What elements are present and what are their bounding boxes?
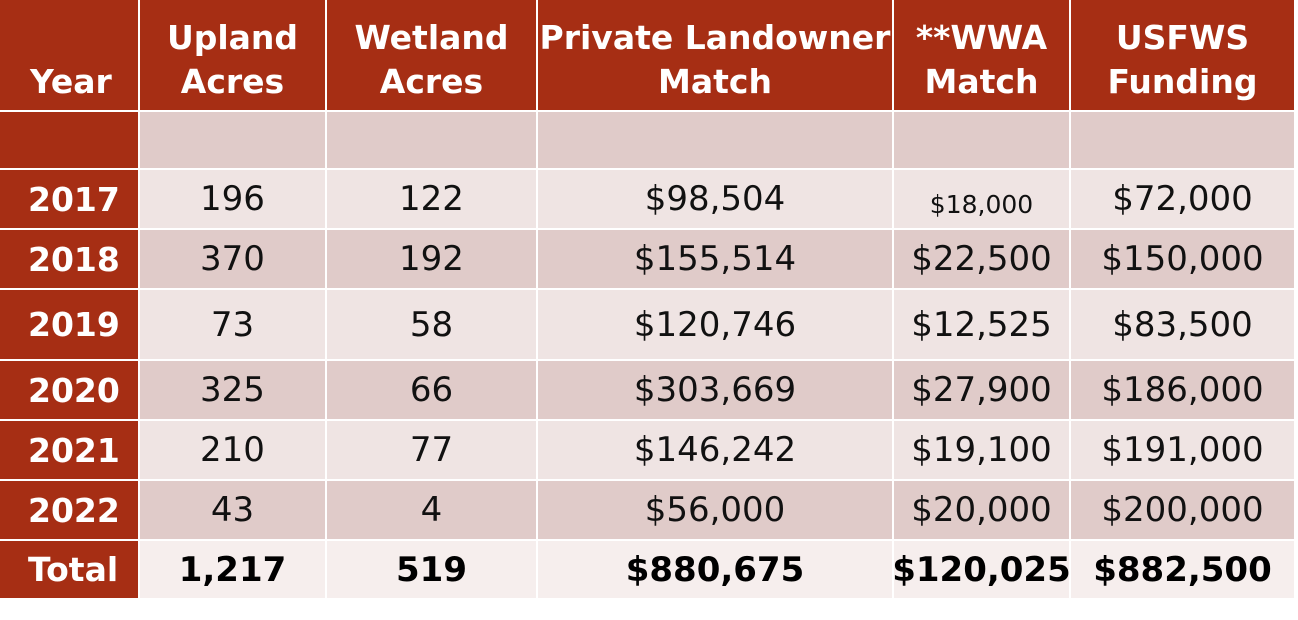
usfws-funding-cell: $186,000 — [1071, 361, 1296, 421]
total-private-match-cell: $880,675 — [538, 541, 894, 600]
wwa-match-cell: $27,900 — [894, 361, 1071, 421]
usfws-funding-cell: $83,500 — [1071, 290, 1296, 361]
table-row: 2019 73 58 $120,746 $12,525 $83,500 — [0, 290, 1296, 361]
private-match-cell: $120,746 — [538, 290, 894, 361]
year-cell: 2021 — [0, 421, 140, 481]
total-label: Total — [0, 541, 140, 600]
private-match-cell: $303,669 — [538, 361, 894, 421]
table-cell — [894, 112, 1071, 170]
wetland-cell: 4 — [327, 481, 538, 541]
wetland-cell: 66 — [327, 361, 538, 421]
private-match-cell: $146,242 — [538, 421, 894, 481]
usfws-funding-cell: $200,000 — [1071, 481, 1296, 541]
wwa-match-cell: $20,000 — [894, 481, 1071, 541]
total-wwa-match-cell: $120,025 — [892, 541, 1071, 600]
upland-cell: 196 — [140, 170, 327, 230]
wwa-match-cell: $18,000 — [894, 170, 1071, 230]
upland-cell: 73 — [140, 290, 327, 361]
header-usfws-funding: USFWS Funding — [1071, 0, 1296, 112]
wwa-match-cell: $22,500 — [894, 230, 1071, 290]
year-cell: 2022 — [0, 481, 140, 541]
total-upland-cell: 1,217 — [140, 541, 327, 600]
upland-cell: 43 — [140, 481, 327, 541]
table-cell — [1071, 112, 1296, 170]
table-total-row: Total 1,217 519 $880,675 $120,025 $882,5… — [0, 541, 1296, 600]
year-cell: 2017 — [0, 170, 140, 230]
table-row: 2022 43 4 $56,000 $20,000 $200,000 — [0, 481, 1296, 541]
header-upland-acres: Upland Acres — [140, 0, 327, 112]
wetland-cell: 122 — [327, 170, 538, 230]
private-match-cell: $155,514 — [538, 230, 894, 290]
table-row: 2017 196 122 $98,504 $18,000 $72,000 — [0, 170, 1296, 230]
table-header-row: Year Upland Acres Wetland Acres Private La… — [0, 0, 1296, 112]
header-wwa-match: **WWA Match — [894, 0, 1071, 112]
year-cell: 2019 — [0, 290, 140, 361]
year-cell: 2020 — [0, 361, 140, 421]
header-year: Year — [0, 0, 140, 112]
table-row: 2021 210 77 $146,242 $19,100 $191,000 — [0, 421, 1296, 481]
wetland-cell: 77 — [327, 421, 538, 481]
table-cell — [140, 112, 327, 170]
header-wetland-acres: Wetland Acres — [327, 0, 538, 112]
header-private-landowner-match: Private Landowner Match — [538, 0, 894, 112]
total-wetland-cell: 519 — [327, 541, 538, 600]
private-match-cell: $98,504 — [538, 170, 894, 230]
usfws-funding-cell: $191,000 — [1071, 421, 1296, 481]
usfws-funding-cell: $72,000 — [1071, 170, 1296, 230]
wwa-match-cell: $12,525 — [894, 290, 1071, 361]
upland-cell: 210 — [140, 421, 327, 481]
table-cell — [538, 112, 894, 170]
upland-cell: 370 — [140, 230, 327, 290]
year-cell: 2018 — [0, 230, 140, 290]
year-cell — [0, 112, 140, 170]
private-match-cell: $56,000 — [538, 481, 894, 541]
table-row: 2018 370 192 $155,514 $22,500 $150,000 — [0, 230, 1296, 290]
wetland-cell: 58 — [327, 290, 538, 361]
usfws-funding-cell: $150,000 — [1071, 230, 1296, 290]
table-cell — [327, 112, 538, 170]
upland-cell: 325 — [140, 361, 327, 421]
table-row-empty — [0, 112, 1296, 170]
wwa-match-cell: $19,100 — [894, 421, 1071, 481]
total-usfws-funding-cell: $882,500 — [1071, 541, 1296, 600]
table-row: 2020 325 66 $303,669 $27,900 $186,000 — [0, 361, 1296, 421]
wetland-cell: 192 — [327, 230, 538, 290]
